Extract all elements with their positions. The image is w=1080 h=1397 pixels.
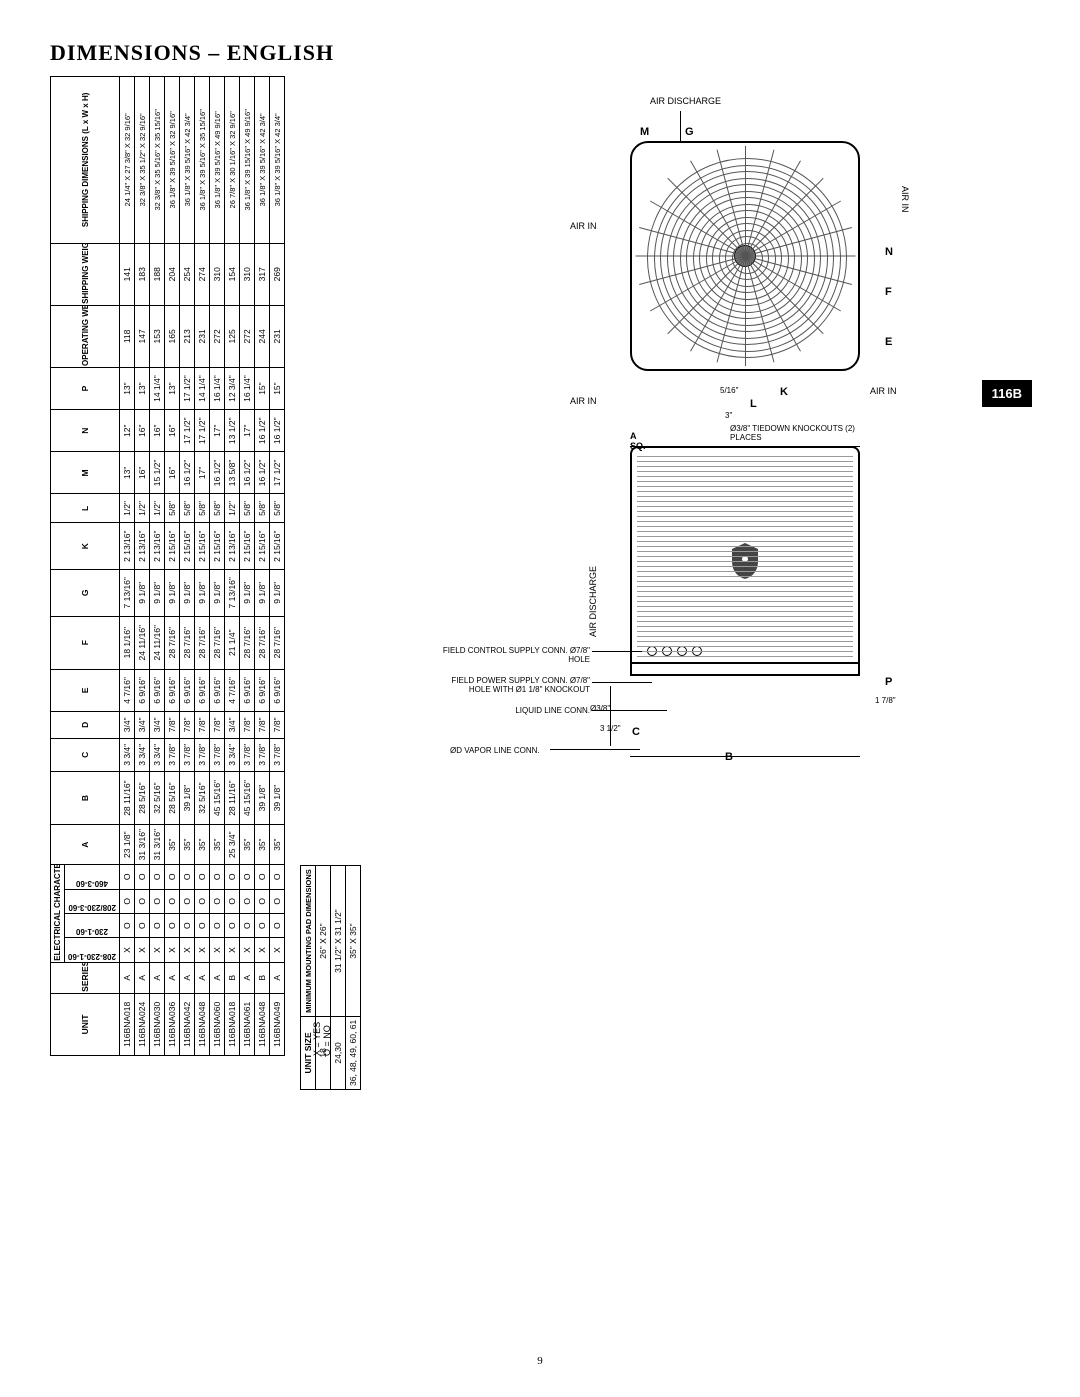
- page-title: DIMENSIONS – ENGLISH: [50, 40, 1030, 66]
- dim-F: F: [885, 286, 892, 298]
- dimensions-table-container: UNITSERIESELECTRICAL CHARACTERISTICSABCD…: [50, 76, 310, 1056]
- dim-L: L: [750, 398, 757, 410]
- model-side-tab: 116B: [982, 380, 1032, 407]
- dim-B: B: [725, 751, 733, 763]
- dim-M: M: [640, 126, 649, 138]
- base-rail: [630, 662, 860, 676]
- leader-3: [592, 710, 667, 711]
- dim-P: P: [885, 676, 892, 688]
- mounting-pad-table-container: UNIT SIZEMINIMUM MOUNTING PAD DIMENSIONS…: [300, 960, 560, 1090]
- dim-line-b2: [630, 756, 860, 757]
- top-view-drawing: [630, 141, 860, 371]
- unit-diagram: AIR DISCHARGE M G AIR IN AIR IN AIR IN N…: [330, 86, 1000, 786]
- dim-N: N: [885, 246, 893, 258]
- dim-C: C: [632, 726, 640, 738]
- tiedown-note: Ø3/8" TIEDOWN KNOCKOUTS (2) PLACES: [730, 424, 880, 442]
- leader-2: [592, 682, 652, 683]
- air-discharge-label-top: AIR DISCHARGE: [650, 96, 721, 106]
- air-in-bottom: AIR IN: [870, 386, 897, 396]
- leader-1: [592, 651, 642, 652]
- note-1-7-8: 1 7/8": [875, 696, 896, 705]
- dimensions-table: UNITSERIESELECTRICAL CHARACTERISTICSABCD…: [50, 76, 285, 1056]
- air-in-label-2: AIR IN: [570, 396, 597, 406]
- page-number: 9: [537, 1355, 543, 1367]
- field-power-label: FIELD POWER SUPPLY CONN. Ø7/8" HOLE WITH…: [430, 676, 590, 694]
- field-control-label: FIELD CONTROL SUPPLY CONN. Ø7/8" HOLE: [430, 646, 590, 664]
- note-5-16: 5/16": [720, 386, 738, 395]
- dim-E: E: [885, 336, 892, 348]
- dim-line-b: [610, 686, 611, 746]
- note-3: 3": [725, 411, 732, 420]
- air-in-right: AIR IN: [900, 186, 910, 213]
- conn-3-8: Ø3/8": [590, 704, 610, 713]
- leader-4: [550, 749, 640, 750]
- air-discharge-side: AIR DISCHARGE: [588, 566, 598, 637]
- vapor-line-label: ØD VAPOR LINE CONN.: [450, 746, 540, 755]
- air-in-left: AIR IN: [570, 221, 597, 231]
- side-view-drawing: [630, 446, 860, 676]
- liquid-line-label: LIQUID LINE CONN.: [460, 706, 590, 715]
- arrow-line: [680, 111, 681, 141]
- mounting-pad-table: UNIT SIZEMINIMUM MOUNTING PAD DIMENSIONS…: [300, 865, 361, 1090]
- dim-G: G: [685, 126, 694, 138]
- dim-K: K: [780, 386, 788, 398]
